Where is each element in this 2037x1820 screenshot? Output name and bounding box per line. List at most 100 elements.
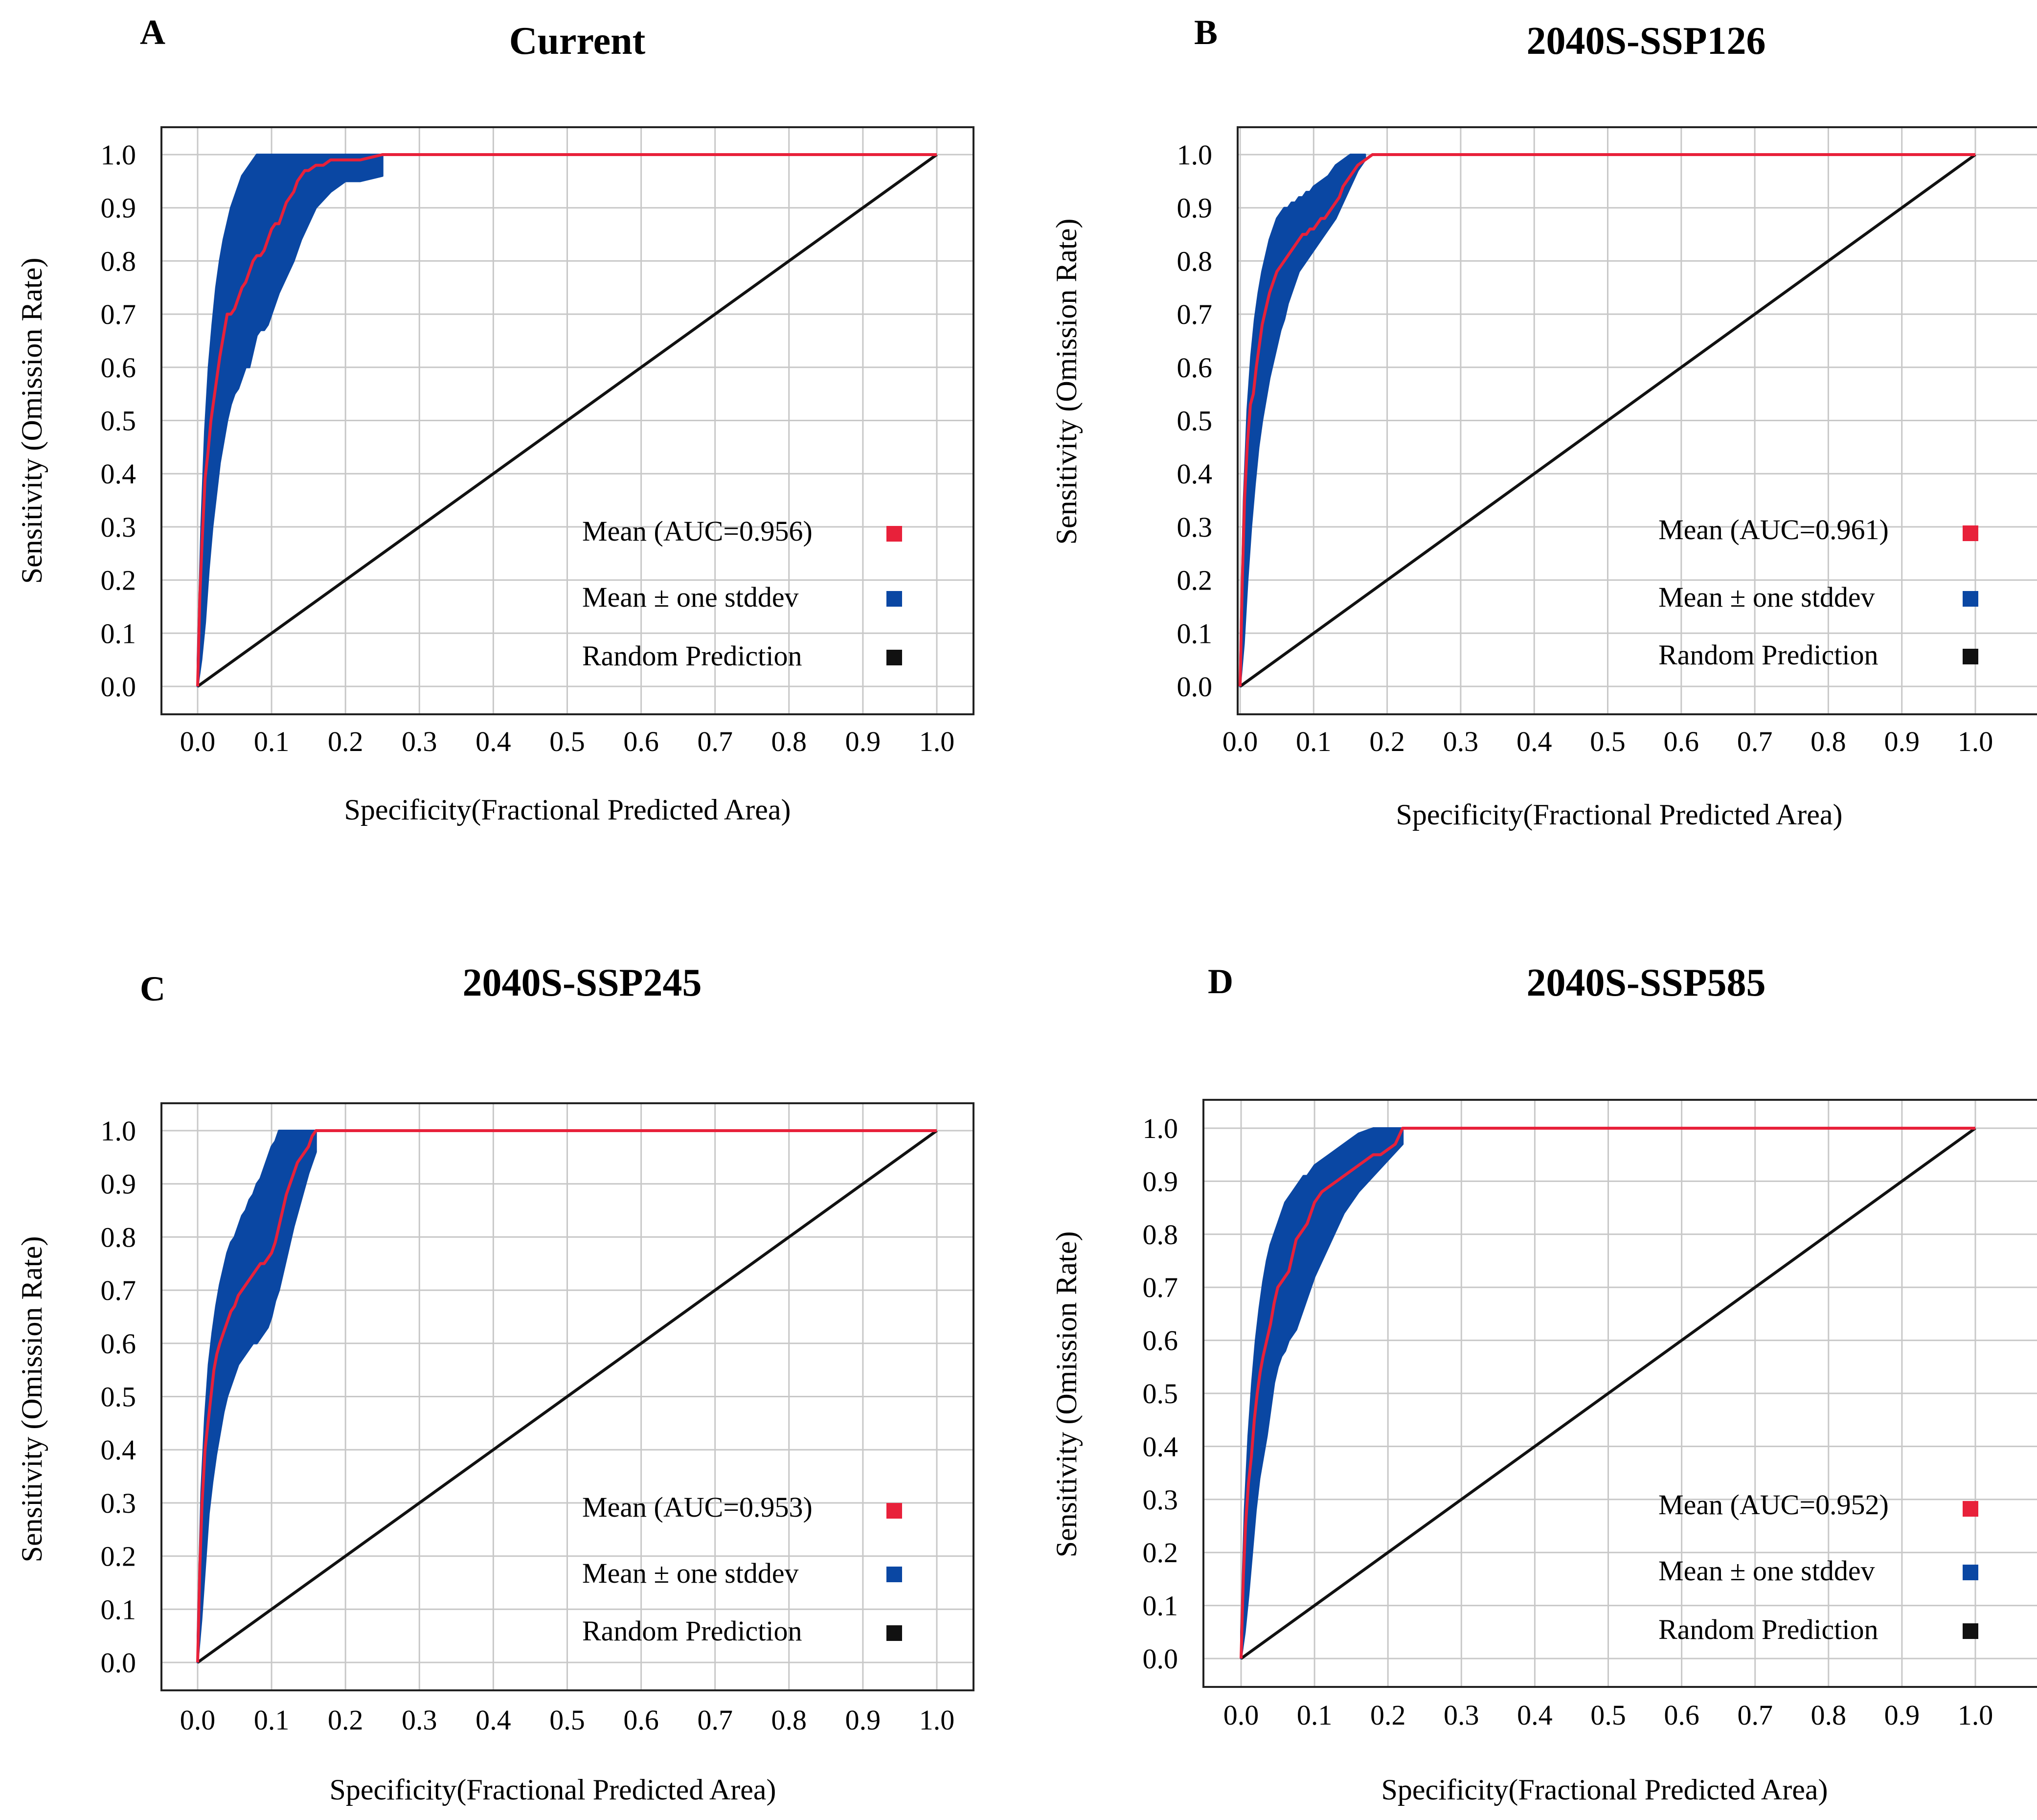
mean-roc-line [196,1129,937,1663]
x-tick-label: 0.5 [549,726,585,757]
y-tick-label: 0.5 [1143,1378,1178,1410]
panel-letter: C [140,969,165,1008]
y-tick-label: 1.0 [101,139,136,171]
y-tick-label: 0.2 [1143,1537,1178,1569]
x-tick-labels: 0.0 0.1 0.2 0.3 0.4 0.5 0.6 0.7 0.8 0.9 1.0 [1222,726,1993,757]
y-tick-label: 0.7 [1177,298,1213,330]
legend-label-stddev: Mean ± one stddev [582,1557,799,1589]
y-tick-label: 1.0 [1143,1113,1178,1144]
y-tick-label: 0.6 [1177,352,1213,384]
x-tick-label: 0.8 [1811,1699,1847,1731]
stddev-band-layer [197,1130,317,1663]
x-tick-label: 0.7 [1737,726,1773,757]
legend-swatch-mean [886,1503,902,1519]
legend-swatch-random [1963,1623,1978,1639]
x-axis-label: Specificity(Fractional Predicted Area) [1381,1774,1828,1806]
legend-label-random: Random Prediction [1658,639,1878,671]
grid-lines [1239,128,2037,713]
y-tick-label: 0.7 [1143,1272,1178,1303]
x-tick-label: 0.2 [1369,726,1405,757]
x-tick-label: 0.4 [1516,726,1552,757]
x-tick-label: 0.8 [771,1704,807,1736]
legend-swatch-stddev [1963,591,1978,607]
y-tick-label: 1.0 [101,1115,136,1147]
x-tick-label: 0.1 [1297,1699,1333,1731]
x-tick-label: 1.0 [1958,726,1993,757]
legend-label-mean: Mean (AUC=0.961) [1658,514,1889,546]
y-tick-label: 0.2 [101,565,136,596]
random-prediction-line [197,1129,938,1664]
stddev-band-layer [197,154,384,687]
y-tick-label: 0.3 [1177,511,1213,543]
y-tick-label: 0.0 [101,671,136,703]
stddev-band [197,1130,317,1663]
y-axis-label: Sensitivity (Omission Rate) [1050,1231,1083,1558]
y-tick-label: 0.3 [1143,1484,1178,1516]
x-tick-label: 0.6 [623,1704,659,1736]
random-prediction-line [197,153,938,688]
y-tick-label: 0.6 [1143,1325,1178,1357]
y-tick-label: 0.5 [101,405,136,437]
x-tick-label: 0.5 [1590,1699,1626,1731]
y-tick-label: 0.4 [101,458,136,490]
chart-title: 2040S-SSP126 [1527,20,1766,63]
x-tick-label: 0.6 [1664,726,1699,757]
mean-line-layer [1239,153,1975,687]
x-tick-label: 0.2 [1370,1699,1406,1731]
y-tick-label: 0.5 [1177,405,1213,437]
legend: Mean (AUC=0.952) Mean ± one stddev Rando… [1658,1489,1978,1645]
legend-swatch-stddev [886,591,902,607]
stddev-band [1240,1127,1404,1660]
panel-b: B 2040S-SSP126 0.0 0.1 0.2 0.3 0.4 0.5 0.6 0.7 0… [1050,13,2037,831]
x-tick-labels: 0.0 0.1 0.2 0.3 0.4 0.5 0.6 0.7 0.8 0.9 1.0 [180,1704,955,1736]
x-tick-label: 0.7 [697,726,733,757]
x-tick-label: 1.0 [1958,1699,1993,1731]
y-tick-label: 0.3 [101,1487,136,1519]
x-tick-label: 0.1 [254,1704,290,1736]
legend-swatch-random [886,1625,902,1641]
x-tick-labels: 0.0 0.1 0.2 0.3 0.4 0.5 0.6 0.7 0.8 0.9 1.0 [1223,1699,1993,1731]
legend: Mean (AUC=0.961) Mean ± one stddev Rando… [1658,514,1978,671]
legend-swatch-mean [1963,525,1978,541]
y-tick-labels: 0.0 0.1 0.2 0.3 0.4 0.5 0.6 0.7 0.8 0.9 1.0 [101,1115,136,1679]
chart-title: Current [509,20,646,63]
y-tick-label: 0.8 [101,245,136,277]
y-tick-label: 0.5 [101,1381,136,1413]
y-tick-label: 0.0 [101,1647,136,1679]
x-axis-label: Specificity(Fractional Predicted Area) [1396,798,1843,831]
chart-title: 2040S-SSP245 [463,961,702,1004]
x-tick-label: 0.6 [623,726,659,757]
x-tick-label: 0.5 [1590,726,1626,757]
x-tick-label: 0.0 [180,726,216,757]
x-tick-label: 0.3 [402,1704,437,1736]
y-tick-label: 0.9 [1143,1165,1178,1197]
y-tick-label: 0.4 [1143,1431,1178,1462]
random-line-layer [197,153,938,688]
x-tick-label: 0.2 [328,1704,363,1736]
legend-swatch-mean [1963,1501,1978,1517]
legend-label-random: Random Prediction [582,640,802,672]
y-tick-label: 0.2 [1177,565,1213,596]
x-axis-label: Specificity(Fractional Predicted Area) [330,1774,776,1806]
panel-c: C 2040S-SSP245 0.0 0.1 0.2 0.3 0.4 0.5 0.6 0.7 0… [16,961,974,1806]
panel-d: D 2040S-SSP585 0.0 0.1 0.2 0.3 0.4 0.5 0.6 0.7 0… [1050,961,2037,1806]
x-tick-label: 0.0 [180,1704,216,1736]
legend-swatch-stddev [886,1567,902,1582]
panel-letter: B [1194,13,1218,52]
y-tick-label: 0.0 [1177,671,1213,703]
y-tick-label: 0.1 [1177,617,1213,649]
x-tick-label: 0.6 [1664,1699,1699,1731]
x-tick-label: 0.8 [771,726,807,757]
legend: Mean (AUC=0.956) Mean ± one stddev Rando… [582,515,902,672]
x-tick-label: 0.9 [845,1704,881,1736]
legend-label-stddev: Mean ± one stddev [582,581,799,613]
y-tick-label: 0.9 [101,192,136,224]
x-tick-label: 0.7 [1737,1699,1773,1731]
mean-line-layer [1240,1127,1975,1659]
mean-roc-line [196,153,937,687]
y-tick-label: 0.0 [1143,1643,1178,1675]
legend-label-mean: Mean (AUC=0.956) [582,515,813,547]
y-tick-label: 0.6 [101,1328,136,1360]
x-tick-label: 0.9 [845,726,881,757]
